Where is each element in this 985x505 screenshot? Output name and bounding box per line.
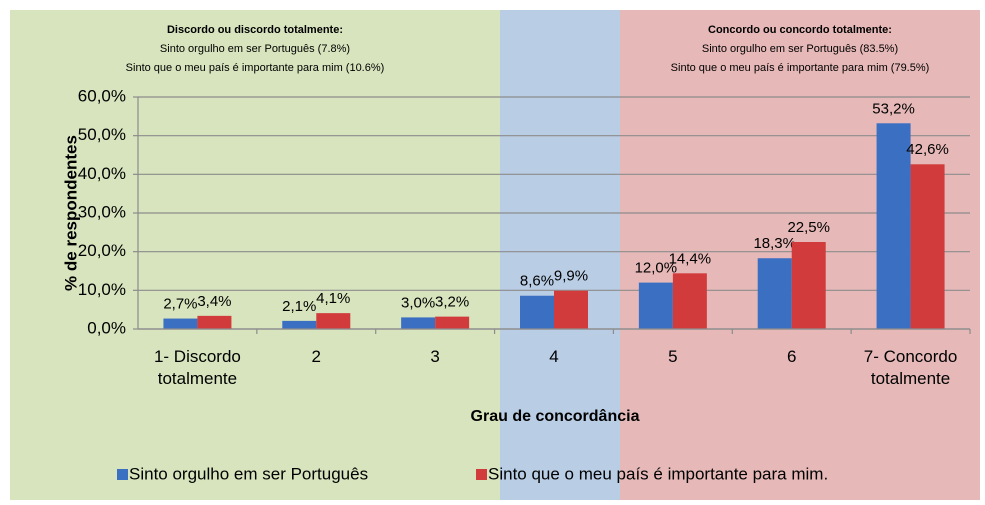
- y-tick-label: 0,0%: [87, 318, 126, 337]
- value-label: 53,2%: [872, 100, 915, 117]
- bar: [163, 318, 198, 329]
- y-tick-label: 40,0%: [78, 164, 126, 183]
- bar: [316, 313, 351, 329]
- bar: [554, 290, 588, 329]
- y-tick-label: 10,0%: [78, 280, 126, 299]
- value-label: 9,9%: [554, 268, 588, 285]
- value-label: 3,2%: [435, 294, 469, 311]
- disagree-region: [10, 10, 500, 500]
- bar: [638, 282, 673, 329]
- x-axis-title: Grau de concordância: [471, 408, 640, 425]
- legend-swatch: [476, 469, 487, 480]
- y-tick-label: 60,0%: [78, 86, 126, 105]
- value-label: 2,7%: [163, 296, 197, 313]
- value-label: 14,4%: [669, 250, 712, 267]
- bar: [282, 320, 317, 329]
- value-label: 4,1%: [316, 290, 350, 307]
- bar: [757, 258, 792, 329]
- bar: [876, 123, 911, 329]
- bar: [791, 242, 826, 329]
- bar: [435, 316, 470, 329]
- value-label: 8,6%: [520, 273, 554, 290]
- y-tick-label: 30,0%: [78, 202, 126, 221]
- legend-label: Sinto que o meu país é importante para m…: [488, 464, 828, 483]
- x-tick-label: 1- Discordo totalmente: [153, 347, 241, 388]
- bar: [672, 273, 707, 329]
- x-tick-label: 4: [549, 347, 559, 366]
- value-label: 3,4%: [197, 293, 231, 310]
- x-tick-label: 2: [311, 347, 322, 366]
- value-label: 42,6%: [906, 141, 949, 158]
- annotation-line: Sinto que o meu país é importante para m…: [671, 62, 930, 74]
- value-label: 22,5%: [787, 219, 830, 236]
- x-tick-label: 5: [668, 347, 678, 366]
- y-axis-title: % de respondentes: [61, 135, 80, 291]
- value-label: 3,0%: [401, 294, 435, 311]
- value-label: 12,0%: [635, 260, 678, 277]
- bar: [520, 295, 554, 329]
- x-tick-label: 3: [430, 347, 440, 366]
- annotation-line: Sinto orgulho em ser Português (7.8%): [160, 43, 350, 55]
- x-tick-label: 7- Concordo totalmente: [863, 347, 958, 388]
- legend-swatch: [117, 469, 128, 480]
- neutral-region: [500, 10, 620, 500]
- value-label: 18,3%: [753, 235, 796, 252]
- y-tick-label: 20,0%: [78, 241, 126, 260]
- annotation-line: Sinto orgulho em ser Português (83.5%): [702, 43, 898, 55]
- bar: [401, 317, 436, 329]
- annotation-title: Concordo ou concordo totalmente:: [708, 24, 892, 36]
- x-tick-label: 6: [786, 347, 797, 366]
- annotation-title: Discordo ou discordo totalmente:: [167, 24, 343, 36]
- annotation-line: Sinto que o meu país é importante para m…: [126, 62, 385, 74]
- value-label: 2,1%: [282, 298, 316, 315]
- bar: [197, 315, 232, 329]
- legend-label: Sinto orgulho em ser Português: [129, 464, 368, 483]
- bar: [910, 164, 945, 329]
- y-tick-label: 50,0%: [78, 125, 126, 144]
